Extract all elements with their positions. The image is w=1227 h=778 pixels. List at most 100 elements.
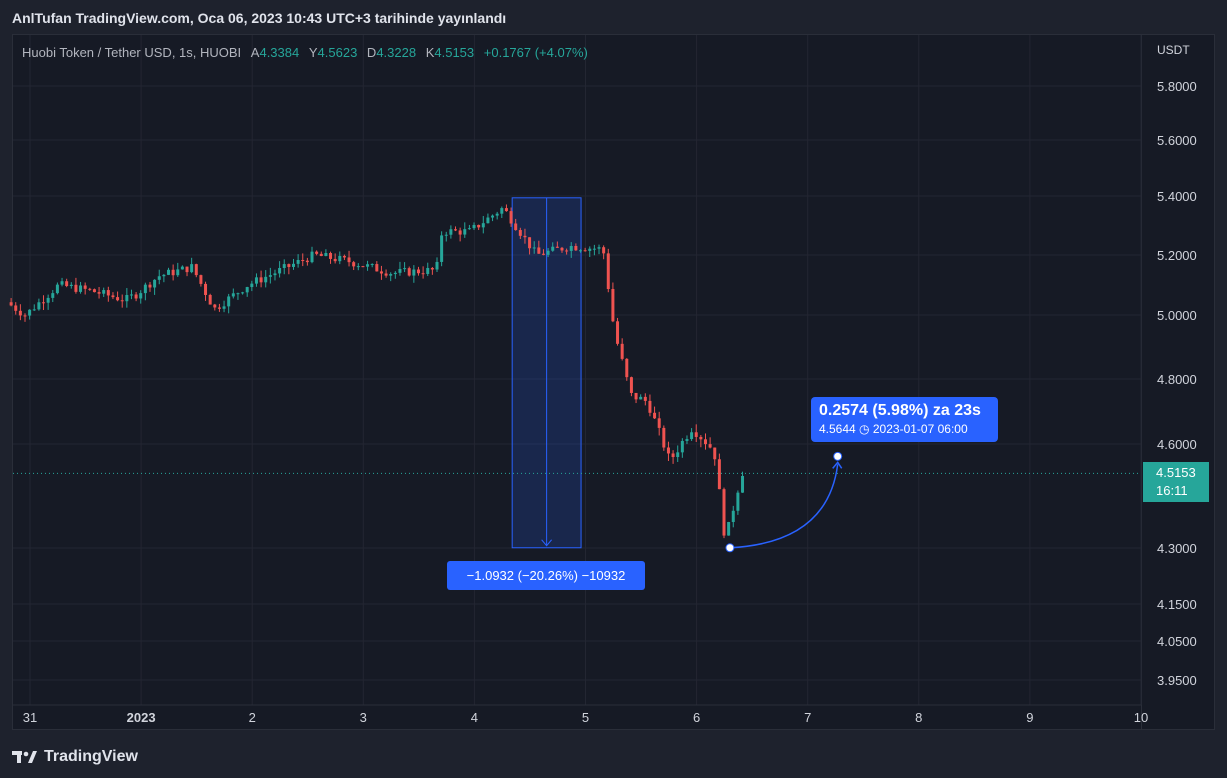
candle-body [190, 264, 194, 273]
candle-body [356, 266, 360, 268]
candle-body [375, 264, 379, 272]
bar-countdown: 16:11 [1156, 483, 1188, 498]
footer-brand[interactable]: TradingView [12, 746, 138, 768]
candle-body [421, 273, 425, 275]
price-tick-label: 4.8000 [1157, 372, 1197, 387]
candle-body [28, 309, 32, 316]
candle-body [324, 252, 328, 257]
price-tick-label: 3.9500 [1157, 673, 1197, 688]
time-tick-label: 31 [23, 710, 37, 725]
candle-body [79, 285, 83, 292]
candle-body [282, 264, 286, 268]
open-label: A [250, 45, 260, 60]
price-tick-label: 5.4000 [1157, 189, 1197, 204]
candle-body [491, 215, 495, 218]
candle-body [440, 235, 444, 262]
candle-body [597, 247, 601, 249]
candle-body [662, 427, 666, 448]
candle-body [403, 268, 407, 270]
close-label: K [425, 45, 435, 60]
candle-body [500, 208, 504, 214]
candle-body [236, 293, 240, 295]
measure-label[interactable]: −1.0932 (−20.26%) −10932 [447, 561, 645, 590]
candle-body [143, 284, 147, 294]
currency-label: USDT [1157, 43, 1190, 57]
candle-body [55, 284, 59, 294]
candle-body [412, 269, 416, 276]
candle-body [83, 285, 87, 289]
candle-body [731, 510, 735, 523]
candle-body [694, 432, 698, 437]
price-axis[interactable] [1142, 34, 1215, 730]
candle-body [338, 255, 342, 262]
candle-body [416, 269, 420, 274]
candle-body [722, 489, 726, 536]
candle-body [352, 262, 356, 267]
candle-body [676, 452, 680, 458]
symbol-name[interactable]: Huobi Token / Tether USD, 1s, HUOBI [22, 45, 242, 60]
time-tick-label: 8 [915, 710, 922, 725]
candle-body [208, 294, 212, 305]
candle-body [148, 284, 152, 288]
candle-body [643, 396, 647, 401]
candle-body [634, 392, 638, 400]
candle-body [444, 234, 448, 236]
measure-arrow-head [541, 539, 552, 547]
low-label: D [366, 45, 377, 60]
candle-body [727, 522, 731, 536]
candle-body [273, 273, 277, 276]
candle-body [254, 277, 258, 284]
brand-name: TradingView [44, 748, 138, 765]
candle-body [14, 305, 18, 311]
candle-body [736, 492, 740, 511]
candle-body [134, 294, 138, 299]
candle-body [569, 245, 573, 251]
candle-body [741, 475, 745, 493]
candle-body [606, 253, 610, 290]
price-tick-label: 5.2000 [1157, 248, 1197, 263]
candle-body [310, 251, 314, 263]
forecast-sub-text: 4.5644 ◷ 2023-01-07 06:00 [819, 421, 990, 437]
candle-body [574, 245, 578, 251]
candle-body [69, 284, 73, 287]
candle-body [495, 213, 499, 216]
forecast-label[interactable]: 0.2574 (5.98%) za 23s 4.5644 ◷ 2023-01-0… [811, 397, 998, 442]
candle-body [648, 400, 652, 413]
publish-header: AnlTufan TradingView.com, Oca 06, 2023 1… [12, 10, 507, 26]
candle-body [680, 440, 684, 453]
candle-body [393, 272, 397, 275]
price-tick-label: 4.6000 [1157, 437, 1197, 452]
price-tick-label: 5.0000 [1157, 308, 1197, 323]
forecast-price: 4.5644 [819, 422, 856, 436]
candle-body [222, 306, 226, 309]
candle-body [296, 259, 300, 264]
candle-body [102, 290, 106, 294]
candle-body [32, 309, 36, 311]
candle-body [199, 275, 203, 284]
candle-body [9, 302, 13, 306]
candle-body [116, 297, 120, 301]
clock-icon: ◷ [859, 422, 870, 436]
candle-body [583, 250, 587, 252]
forecast-main-text: 0.2574 (5.98%) za 23s [819, 402, 981, 419]
candle-body [611, 289, 615, 322]
candle-body [42, 302, 46, 304]
time-tick-label: 2 [249, 710, 256, 725]
price-tick-label: 5.8000 [1157, 79, 1197, 94]
candle-body [361, 266, 365, 268]
candle-body [46, 297, 50, 303]
forecast-arrow-head [832, 461, 843, 469]
low-value: 4.3228 [376, 45, 417, 60]
candle-body [51, 293, 55, 298]
candle-body [60, 281, 64, 285]
last-price-badge: 4.5153 16:11 [1143, 462, 1209, 502]
candle-body [616, 321, 620, 344]
open-value: 4.3384 [259, 45, 300, 60]
candle-body [528, 237, 532, 249]
candle-body [250, 283, 254, 288]
candle-body [301, 259, 305, 261]
candle-body [167, 269, 171, 275]
candle-body [708, 444, 712, 448]
candle-body [264, 276, 268, 283]
